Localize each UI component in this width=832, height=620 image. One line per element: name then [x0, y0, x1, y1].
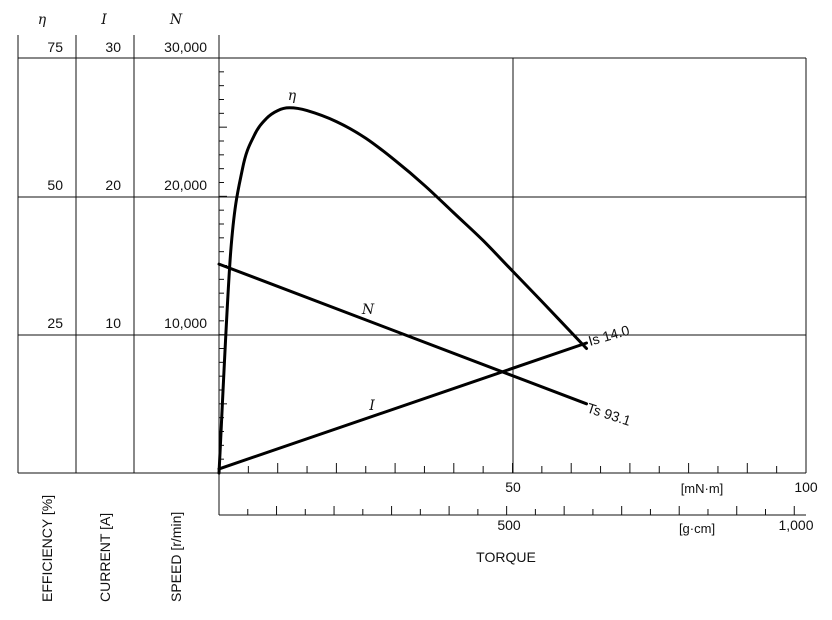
x-axis-label: TORQUE [476, 549, 536, 565]
stall-current-label: Is 14.0 [586, 322, 631, 349]
efficiency-tick-25: 25 [47, 315, 63, 331]
axis-ticks [219, 71, 795, 515]
speed-tick-30000: 30,000 [164, 39, 207, 55]
speed-axis-label: SPEED [r/min] [168, 512, 184, 602]
current-series-label: I [368, 398, 375, 414]
speed-tick-10000: 10,000 [164, 315, 207, 331]
speed-line [217, 262, 588, 406]
efficiency-axis-label: EFFICIENCY [%] [39, 495, 55, 602]
efficiency-tick-75: 75 [47, 39, 63, 55]
efficiency-symbol: η [38, 12, 47, 28]
torque-mnm-unit: [mN·m] [681, 481, 724, 496]
speed-series-label: N [361, 302, 375, 318]
torque-mnm-tick-50: 50 [505, 479, 521, 495]
speed-tick-20000: 20,000 [164, 177, 207, 193]
torque-gcm-unit: [g·cm] [679, 521, 715, 536]
current-tick-20: 20 [105, 177, 121, 193]
current-symbol: I [100, 12, 107, 28]
torque-mnm-tick-100: 100 [794, 479, 818, 495]
speed-symbol: N [169, 12, 183, 28]
current-line [217, 341, 588, 471]
current-tick-30: 30 [105, 39, 121, 55]
efficiency-curve [217, 106, 588, 475]
efficiency-series-label: η [288, 88, 297, 104]
torque-gcm-tick-500: 500 [497, 517, 521, 533]
efficiency-tick-50: 50 [47, 177, 63, 193]
current-axis-label: CURRENT [A] [97, 513, 113, 602]
current-tick-10: 10 [105, 315, 121, 331]
stall-torque-label: Ts 93.1 [585, 400, 633, 429]
torque-gcm-tick-1000: 1,000 [778, 517, 813, 533]
